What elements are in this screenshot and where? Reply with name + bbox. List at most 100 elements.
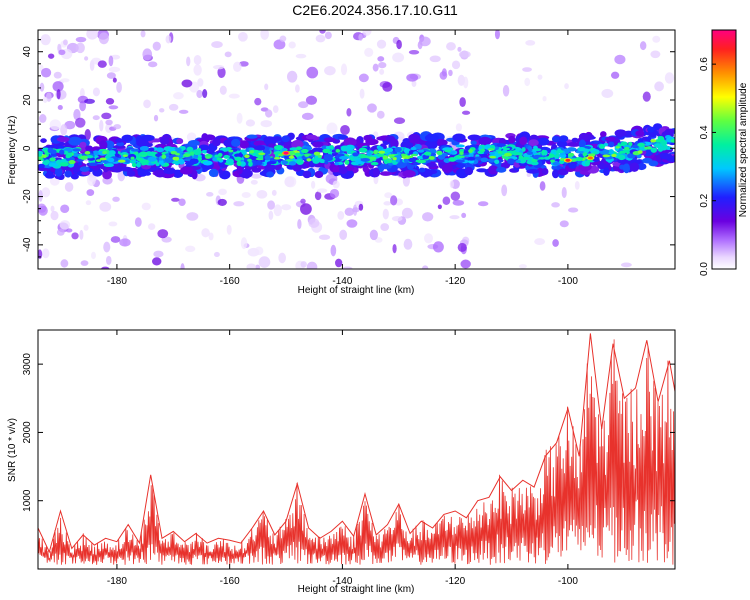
spectrogram-cell: [186, 212, 199, 221]
spectrogram-cell: [419, 36, 431, 47]
spectrogram-cell: [358, 73, 369, 83]
spectrogram-cell: [636, 162, 647, 171]
spectrogram-cell: [628, 141, 633, 147]
spectrogram-cell: [84, 128, 91, 141]
spectrogram-cell: [459, 97, 466, 108]
spectrogram-cell: [650, 139, 657, 143]
spectrogram-cell: [148, 223, 156, 231]
spectrogram-cell: [515, 159, 521, 164]
spectrogram-cell: [198, 144, 210, 151]
spectrogram-cell: [489, 155, 497, 159]
spectrogram-cell: [179, 166, 194, 175]
spectrogram-cell: [369, 156, 377, 160]
spectrogram-cell: [378, 150, 386, 154]
spectrogram-cell: [365, 138, 379, 146]
spectrogram-cell: [139, 146, 150, 151]
spectrogram-cell: [351, 207, 360, 213]
spectrogram-cell: [376, 39, 387, 49]
colorbar-tick-label: 0.0: [699, 262, 710, 276]
spectrogram-cell: [239, 140, 249, 149]
spectrogram-cell: [95, 159, 102, 163]
spectrogram-cell: [120, 166, 133, 172]
spectrogram-cell: [217, 152, 223, 157]
spectrogram-cell: [448, 157, 457, 162]
spectrogram-cell: [281, 147, 287, 152]
spectrogram-cell: [300, 198, 306, 204]
spectrogram-cell: [40, 34, 51, 46]
spectrogram-cell: [236, 160, 242, 167]
spectrogram-cell: [380, 223, 390, 231]
spectrogram-cell: [458, 155, 465, 159]
spectrogram-cell: [657, 146, 664, 152]
spectrogram-cell: [152, 41, 161, 51]
spectrogram-cell: [646, 136, 652, 142]
spectrogram-cell: [452, 133, 466, 142]
spectrogram-cell: [47, 147, 54, 154]
snr-y-tick-label: 3000: [22, 353, 33, 376]
spectrogram-cell: [49, 119, 61, 131]
spectrogram-cell: [557, 168, 569, 176]
spectrogram-cell: [295, 84, 300, 93]
spectrogram-cell: [257, 154, 264, 159]
spectrogram-cell: [154, 169, 166, 178]
spectrogram-cell: [539, 181, 546, 191]
spectrogram-cell: [115, 138, 124, 143]
spectrogram-cell: [208, 168, 219, 178]
spectrogram-cell: [319, 30, 326, 34]
spectrogram-cell: [312, 157, 320, 164]
spectrogram-cell: [378, 62, 387, 69]
spectrogram-cell: [297, 218, 302, 230]
spectrogram-cell: [60, 124, 68, 136]
spectrogram-cell: [450, 191, 461, 201]
spectrogram-cell: [137, 168, 148, 177]
spectrogram-cell: [555, 149, 564, 154]
spectrogram-cell: [436, 150, 443, 155]
spectrogram-cell: [305, 134, 318, 140]
spectrogram-cell: [400, 153, 407, 157]
spectrogram-cell: [575, 156, 584, 162]
spectrogram-cell: [233, 201, 245, 207]
spectrogram-cell: [600, 131, 607, 138]
spectrogram-cell: [377, 56, 385, 62]
spectrogram-panel: -180 -160 -140 -120 -100 -40 -20 0 20 40 Height …: [7, 29, 676, 296]
spectrogram-cell: [176, 138, 184, 145]
spectrogram-cell: [250, 179, 258, 185]
figure-title: C2E6.2024.356.17.10.G11: [292, 2, 458, 18]
spectrogram-cell: [655, 139, 661, 143]
spectrogram-cell: [518, 264, 527, 269]
spectrogram-cell: [406, 73, 419, 82]
spectrogram-cell: [314, 191, 322, 201]
spectrogram-cell: [358, 33, 363, 41]
spectrogram-cell: [332, 166, 341, 173]
spectrogram-cell: [332, 180, 340, 189]
spectrogram-cell: [153, 114, 159, 122]
spectrogram-cell: [311, 180, 316, 189]
spectrogram-cell: [346, 108, 352, 117]
spectrogram-cell: [528, 139, 539, 147]
spectrogram-cell: [497, 151, 503, 154]
spectrogram-cell: [231, 138, 241, 147]
spectrogram-cell: [567, 142, 581, 147]
spectrogram-cell: [260, 120, 273, 128]
spectrogram-cell: [74, 117, 86, 128]
spectrogram-cell: [542, 96, 547, 102]
spectrogram-cell: [197, 78, 204, 87]
spectrogram-y-tick-label: -40: [22, 237, 33, 252]
spectrogram-cell: [244, 154, 250, 158]
spectrogram-cell: [113, 124, 122, 130]
spectrogram-cell: [264, 154, 271, 161]
spectrogram-cell: [59, 220, 71, 230]
spectrogram-cell: [441, 153, 449, 157]
spectrogram-cell: [409, 139, 420, 144]
spectrogram-cell: [639, 41, 647, 51]
spectrogram-x-tick-label: -100: [558, 276, 578, 287]
spectrogram-marks: [38, 30, 675, 269]
spectrogram-cell: [468, 148, 473, 154]
spectrogram-cell: [314, 170, 324, 179]
spectrogram-cell: [239, 61, 249, 67]
spectrogram-cell: [522, 67, 532, 72]
spectrogram-cell: [50, 135, 62, 144]
spectrogram-cell: [249, 150, 255, 154]
spectrogram-cell: [108, 66, 121, 73]
spectrogram-cell: [246, 263, 257, 269]
